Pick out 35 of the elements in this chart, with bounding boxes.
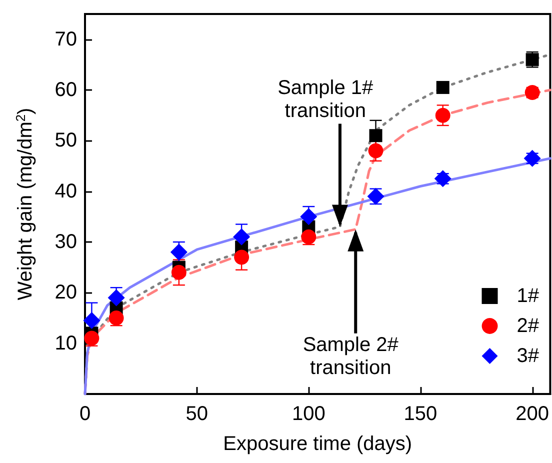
x-tick-label: 200 (516, 403, 550, 425)
point (83, 312, 100, 330)
point (435, 108, 450, 123)
point (233, 228, 250, 246)
point (170, 244, 188, 261)
point (434, 170, 452, 188)
y-axis-title: Weight gain (mg/dm2) (13, 108, 36, 300)
annotation: Sample 2# transition (302, 334, 398, 380)
y-tick-label: 10 (54, 332, 77, 354)
x-tick-label: 150 (404, 403, 438, 425)
x-axis-title: Exposure time (days) (223, 433, 412, 455)
point (234, 250, 250, 265)
point (84, 330, 100, 346)
point (108, 310, 124, 326)
y-tick-label: 40 (54, 180, 77, 202)
y-tick-label: 30 (54, 231, 77, 253)
point (368, 143, 384, 158)
point (524, 150, 541, 167)
line-series (84, 157, 552, 396)
y-tick-label: 20 (54, 282, 77, 304)
legend-label: 3# (516, 345, 540, 367)
point (369, 129, 382, 142)
y-tick-label: 60 (54, 79, 77, 101)
x-tick-label: 0 (79, 403, 91, 425)
annotation: Sample 1# transition (278, 76, 374, 123)
y-tick-label: 70 (54, 28, 77, 50)
legend-label: 2# (516, 315, 540, 337)
x-tick-label: 50 (186, 403, 208, 425)
point (436, 80, 450, 94)
legend-label: 1# (516, 285, 540, 307)
x-tick-label: 100 (292, 403, 326, 425)
y-tick-label: 50 (54, 130, 77, 152)
point (300, 208, 318, 226)
point (171, 264, 186, 280)
point (301, 229, 316, 244)
